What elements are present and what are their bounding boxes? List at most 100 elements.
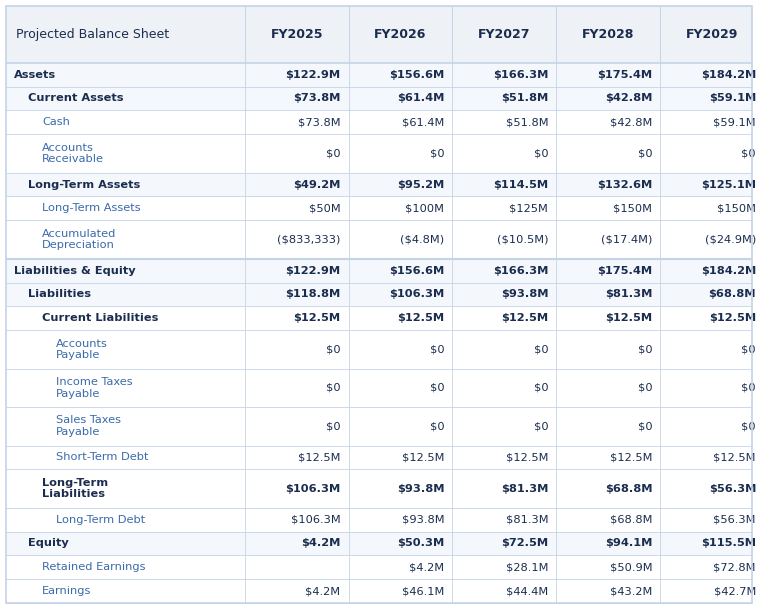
- Text: $93.8M: $93.8M: [402, 515, 444, 525]
- Text: $51.8M: $51.8M: [501, 93, 548, 104]
- Bar: [6, 470, 752, 508]
- Bar: [6, 555, 752, 579]
- Text: $0: $0: [637, 149, 652, 158]
- Text: $106.3M: $106.3M: [291, 515, 340, 525]
- Text: $72.5M: $72.5M: [501, 538, 548, 549]
- Text: $68.8M: $68.8M: [605, 484, 652, 493]
- Text: Liabilities: Liabilities: [28, 289, 91, 300]
- Bar: [6, 532, 752, 555]
- Bar: [6, 63, 752, 86]
- Text: $184.2M: $184.2M: [700, 266, 756, 276]
- Text: Equity: Equity: [28, 538, 69, 549]
- Text: $0: $0: [430, 149, 444, 158]
- Text: Sales Taxes
Payable: Sales Taxes Payable: [56, 415, 121, 437]
- Text: $28.1M: $28.1M: [506, 562, 548, 572]
- Text: $61.4M: $61.4M: [397, 93, 444, 104]
- Text: Long-Term Assets: Long-Term Assets: [28, 180, 140, 189]
- Text: $0: $0: [637, 383, 652, 393]
- Text: $150M: $150M: [717, 203, 756, 213]
- Text: $122.9M: $122.9M: [286, 266, 340, 276]
- Text: $0: $0: [534, 383, 548, 393]
- Text: $166.3M: $166.3M: [493, 69, 548, 80]
- Text: Long-Term
Liabilities: Long-Term Liabilities: [42, 477, 108, 499]
- Text: ($833,333): ($833,333): [277, 234, 340, 244]
- Text: $59.1M: $59.1M: [713, 118, 756, 127]
- Text: ($17.4M): ($17.4M): [601, 234, 652, 244]
- Bar: [6, 579, 752, 603]
- Text: $0: $0: [534, 421, 548, 431]
- Text: Accounts
Payable: Accounts Payable: [56, 339, 108, 360]
- Text: FY2027: FY2027: [478, 28, 531, 41]
- Text: $93.8M: $93.8M: [397, 484, 444, 493]
- Text: $100M: $100M: [406, 203, 444, 213]
- Text: $56.3M: $56.3M: [713, 515, 756, 525]
- Text: $106.3M: $106.3M: [285, 484, 340, 493]
- Text: $49.2M: $49.2M: [293, 180, 340, 189]
- Text: $0: $0: [430, 383, 444, 393]
- Bar: [6, 407, 752, 446]
- Text: $81.3M: $81.3M: [605, 289, 652, 300]
- Text: $0: $0: [534, 344, 548, 354]
- Text: $12.5M: $12.5M: [501, 313, 548, 323]
- Text: Short-Term Debt: Short-Term Debt: [56, 452, 149, 462]
- Bar: [6, 330, 752, 368]
- Text: $12.5M: $12.5M: [713, 452, 756, 462]
- Text: $12.5M: $12.5M: [402, 452, 444, 462]
- Text: Income Taxes
Payable: Income Taxes Payable: [56, 377, 133, 399]
- Bar: [6, 283, 752, 306]
- Text: FY2028: FY2028: [582, 28, 634, 41]
- Text: Accumulated
Depreciation: Accumulated Depreciation: [42, 229, 117, 250]
- Bar: [6, 259, 752, 283]
- Text: Long-Term Assets: Long-Term Assets: [42, 203, 141, 213]
- Text: $50.9M: $50.9M: [609, 562, 652, 572]
- Text: $166.3M: $166.3M: [493, 266, 548, 276]
- Text: $12.5M: $12.5M: [709, 313, 756, 323]
- Text: $46.1M: $46.1M: [402, 586, 444, 596]
- Text: $184.2M: $184.2M: [700, 69, 756, 80]
- Text: $4.2M: $4.2M: [301, 538, 340, 549]
- Bar: [6, 446, 752, 470]
- Text: $12.5M: $12.5M: [293, 313, 340, 323]
- Text: $73.8M: $73.8M: [293, 93, 340, 104]
- Text: $44.4M: $44.4M: [506, 586, 548, 596]
- Text: Long-Term Debt: Long-Term Debt: [56, 515, 146, 525]
- Text: $59.1M: $59.1M: [709, 93, 756, 104]
- Bar: [6, 6, 752, 63]
- Text: ($24.9M): ($24.9M): [705, 234, 756, 244]
- Bar: [6, 134, 752, 172]
- Text: $61.4M: $61.4M: [402, 118, 444, 127]
- Text: $81.3M: $81.3M: [501, 484, 548, 493]
- Text: $125.1M: $125.1M: [701, 180, 756, 189]
- Text: $0: $0: [741, 344, 756, 354]
- Text: Assets: Assets: [14, 69, 56, 80]
- Text: Accounts
Receivable: Accounts Receivable: [42, 143, 104, 164]
- Text: $125M: $125M: [509, 203, 548, 213]
- Text: Cash: Cash: [42, 118, 70, 127]
- Text: $114.5M: $114.5M: [493, 180, 548, 189]
- Text: Retained Earnings: Retained Earnings: [42, 562, 146, 572]
- Text: $12.5M: $12.5M: [298, 452, 340, 462]
- Text: $12.5M: $12.5M: [609, 452, 652, 462]
- Text: $106.3M: $106.3M: [389, 289, 444, 300]
- Text: $56.3M: $56.3M: [709, 484, 756, 493]
- Text: Current Liabilities: Current Liabilities: [42, 313, 158, 323]
- Text: $68.8M: $68.8M: [709, 289, 756, 300]
- Bar: [6, 306, 752, 330]
- Text: $175.4M: $175.4M: [597, 69, 652, 80]
- Text: $0: $0: [326, 421, 340, 431]
- Text: $0: $0: [637, 344, 652, 354]
- Text: $156.6M: $156.6M: [389, 266, 444, 276]
- Text: $12.5M: $12.5M: [605, 313, 652, 323]
- Text: ($4.8M): ($4.8M): [400, 234, 444, 244]
- Text: FY2025: FY2025: [271, 28, 323, 41]
- Text: FY2029: FY2029: [686, 28, 738, 41]
- Text: $0: $0: [741, 149, 756, 158]
- Bar: [6, 368, 752, 407]
- Text: $72.8M: $72.8M: [713, 562, 756, 572]
- Text: $0: $0: [637, 421, 652, 431]
- Text: $0: $0: [741, 383, 756, 393]
- Bar: [6, 197, 752, 220]
- Text: $4.2M: $4.2M: [305, 586, 340, 596]
- Text: $51.8M: $51.8M: [506, 118, 548, 127]
- Text: $42.8M: $42.8M: [605, 93, 652, 104]
